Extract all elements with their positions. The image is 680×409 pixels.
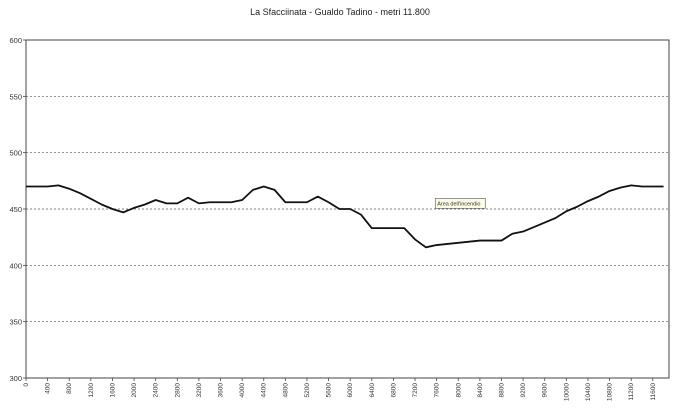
annotation-label: Area dell'incendio [437, 201, 480, 207]
x-tick-label: 6400 [369, 383, 376, 398]
x-tick-label: 8400 [477, 383, 484, 398]
series-line [26, 184, 664, 249]
x-tick-label: 3200 [196, 383, 203, 398]
x-tick-label: 2000 [131, 383, 138, 398]
x-tick-label: 5200 [304, 383, 311, 398]
x-tick-label: 4800 [282, 383, 289, 398]
x-tick-label: 1600 [109, 383, 116, 398]
x-tick-label: 11600 [650, 383, 657, 401]
x-tick-label: 6000 [347, 383, 354, 398]
annotation-box: Area dell'incendio [434, 198, 486, 209]
x-tick-label: 800 [66, 383, 73, 394]
x-tick-label: 0 [23, 383, 30, 387]
x-tick-label: 8000 [455, 383, 462, 398]
series-group [26, 184, 664, 249]
x-tick-label: 8800 [498, 383, 505, 398]
y-tick-label: 300 [9, 374, 22, 383]
x-tick-label: 4000 [239, 383, 246, 398]
y-tick-label: 450 [9, 205, 22, 214]
y-tick-label: 350 [9, 318, 22, 327]
x-tick-label: 400 [45, 383, 52, 394]
annotation-frame [434, 198, 486, 209]
x-tick-label: 10800 [607, 383, 614, 401]
x-tick-label: 2800 [174, 383, 181, 398]
x-tick-label: 11200 [628, 383, 635, 401]
x-tick-label: 6800 [390, 383, 397, 398]
x-tick-label: 9200 [520, 383, 527, 398]
y-tick-label: 500 [9, 149, 22, 158]
y-axis: 600 550 500 450 400 350 300 [9, 36, 26, 383]
y-tick-label: 550 [9, 92, 22, 101]
x-tick-label: 7600 [434, 383, 441, 398]
x-tick-label: 1200 [88, 383, 95, 398]
y-tick-label: 400 [9, 261, 22, 270]
x-tick-label: 7200 [412, 383, 419, 398]
x-tick-label: 4400 [261, 383, 268, 398]
x-tick-label: 10400 [585, 383, 592, 401]
x-tick-label: 10000 [563, 383, 570, 401]
x-tick-label: 5600 [326, 383, 333, 398]
x-tick-label: 2400 [153, 383, 160, 398]
x-axis: 0 400 800 1200 1600 2000 2400 2800 3200 3600 4000 4… [23, 378, 657, 401]
y-tick-label: 600 [9, 36, 22, 45]
x-tick-label: 9600 [542, 383, 549, 398]
x-tick-label: 3600 [218, 383, 225, 398]
chart-title: La Sfacciinata - Gualdo Tadino - metri 1… [250, 7, 430, 17]
